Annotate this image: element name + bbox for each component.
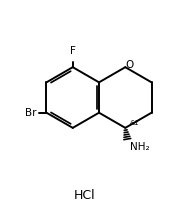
Text: HCl: HCl [73, 189, 95, 202]
Text: Br: Br [25, 108, 37, 118]
Text: F: F [70, 46, 76, 56]
Text: O: O [125, 60, 134, 70]
Text: NH₂: NH₂ [130, 142, 150, 152]
Text: &1: &1 [129, 120, 139, 126]
